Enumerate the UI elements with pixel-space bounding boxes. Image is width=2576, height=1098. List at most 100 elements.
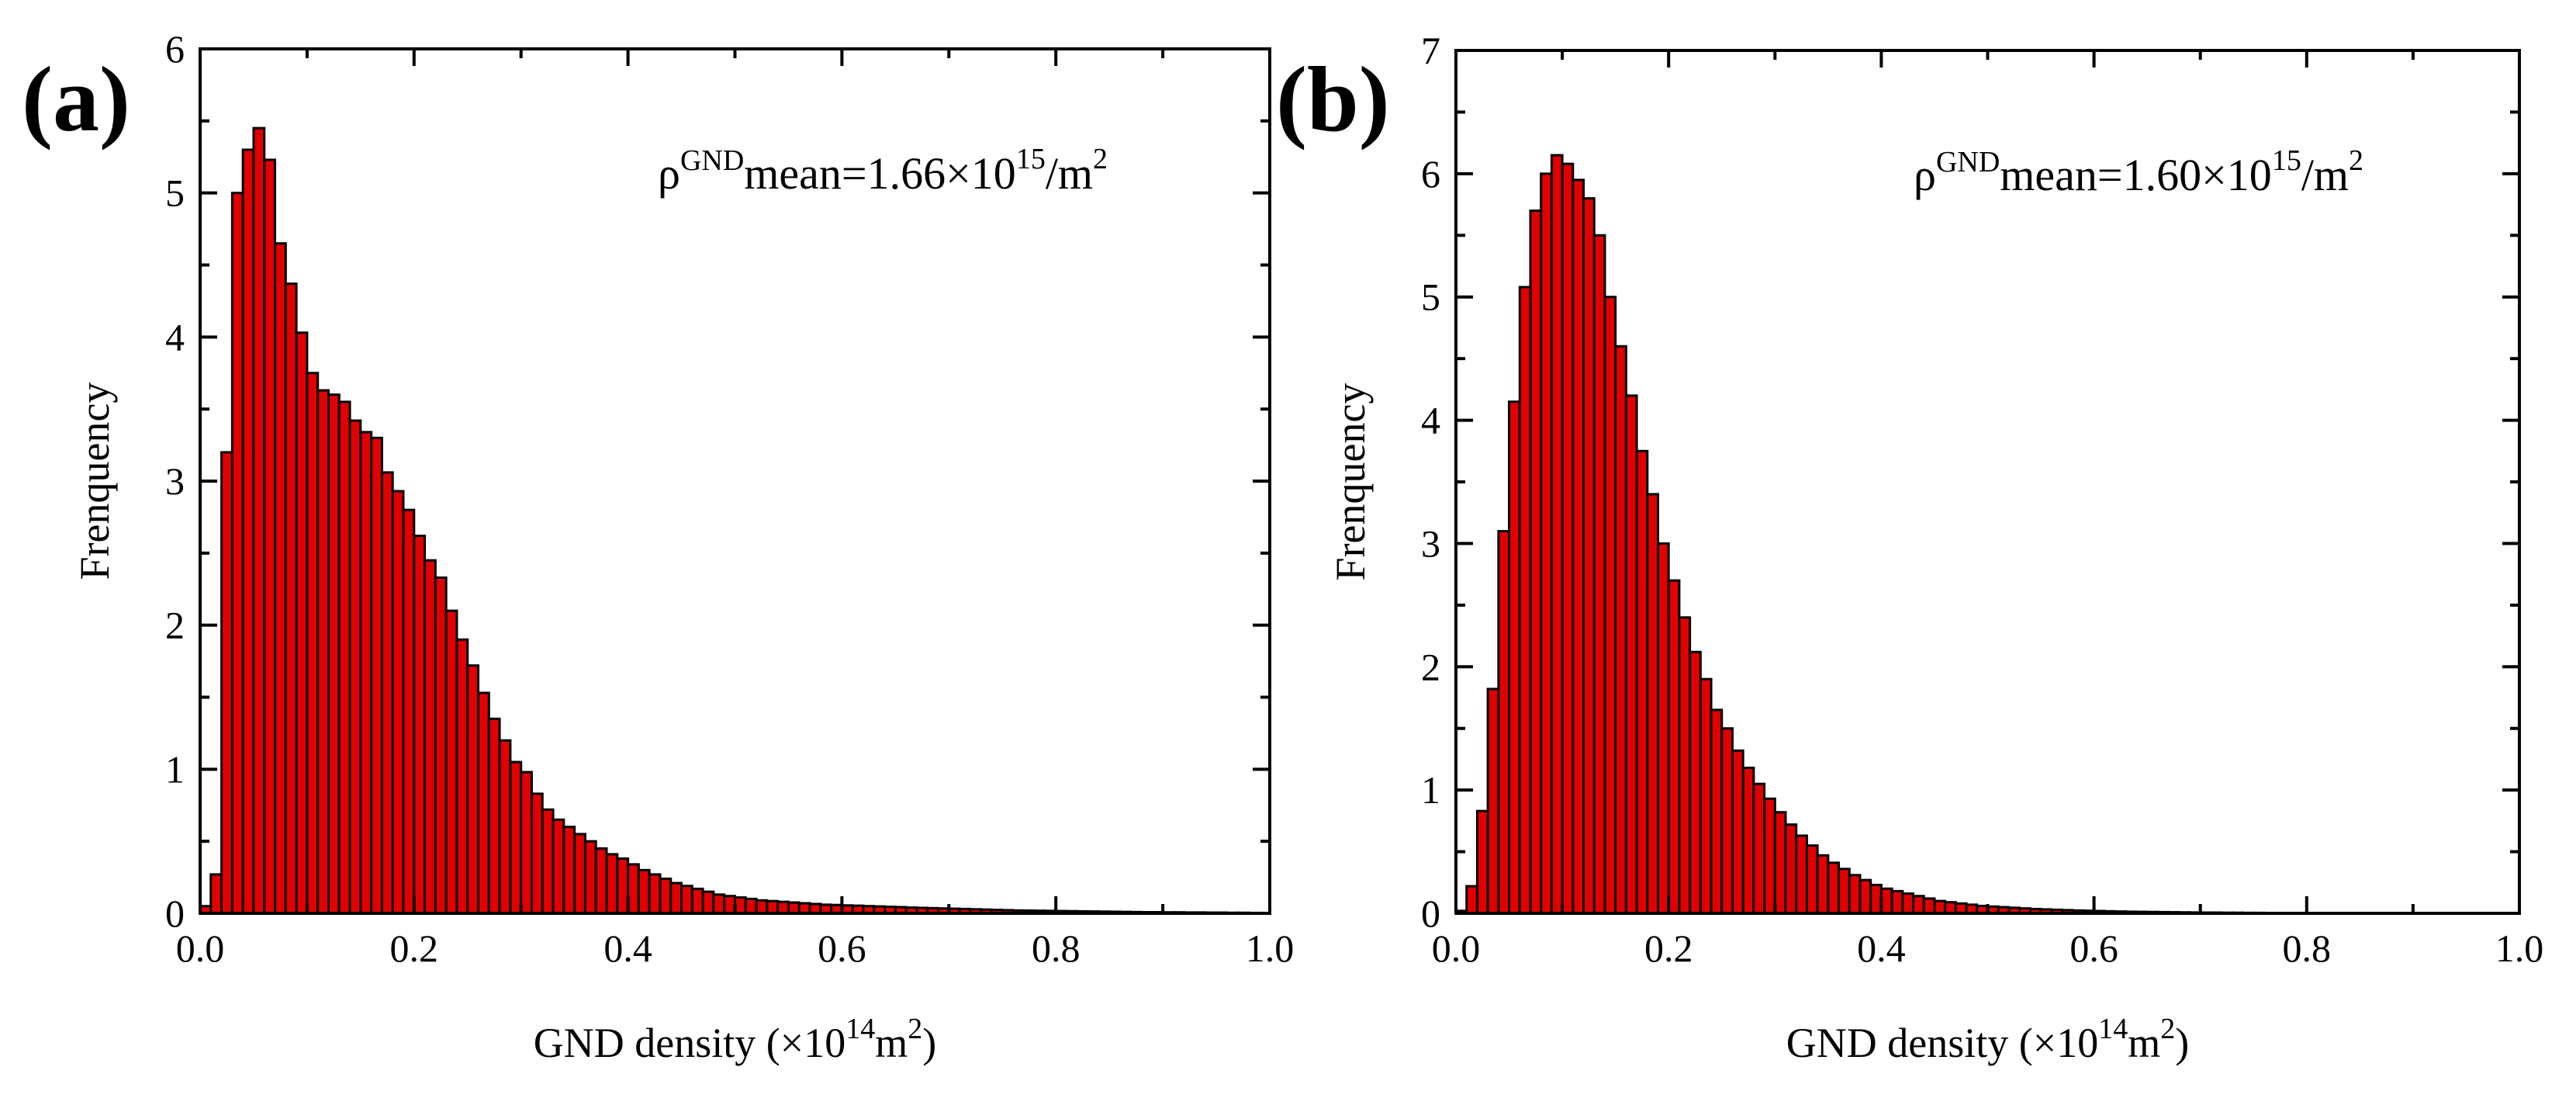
annotation-sup: GND xyxy=(680,144,744,177)
annotation-sup: GND xyxy=(1936,146,2000,178)
annotation-unit-exp: 2 xyxy=(2349,144,2363,177)
histogram-bar xyxy=(274,242,287,915)
histogram-bar xyxy=(230,192,244,915)
annotation-unit: /m xyxy=(1046,148,1093,199)
x-axis-title-close: ) xyxy=(922,1020,936,1066)
histogram-bar xyxy=(1752,782,1766,915)
histogram-bar xyxy=(1741,767,1755,915)
histogram-bar xyxy=(1561,162,1575,915)
histogram-bar xyxy=(1689,650,1702,915)
histogram-bar xyxy=(594,847,608,915)
histogram-bars xyxy=(1454,154,2521,915)
histogram-bar xyxy=(1795,834,1808,915)
histogram-bar xyxy=(1933,899,1947,915)
histogram-bar xyxy=(776,900,790,915)
histogram-bar xyxy=(734,896,747,915)
histogram-bar xyxy=(327,393,341,915)
y-tick-label: 0 xyxy=(165,892,185,935)
histogram-bar xyxy=(1486,688,1500,915)
x-axis-title-text: GND density (×10 xyxy=(1786,1020,2098,1066)
mean-annotation: ρGNDmean=1.66×1015/m2 xyxy=(658,143,1108,199)
panel-label: (a) xyxy=(22,47,130,151)
histogram-bar xyxy=(1678,616,1692,915)
x-tick-label: 0.0 xyxy=(176,927,225,970)
histogram-bars xyxy=(199,126,1271,915)
histogram-bar xyxy=(424,559,437,915)
y-tick-label: 6 xyxy=(165,27,185,71)
x-tick-label: 0.4 xyxy=(603,927,652,970)
histogram-bar xyxy=(573,833,586,915)
histogram-bar xyxy=(455,638,469,915)
histogram-bar xyxy=(391,490,405,915)
histogram-bar xyxy=(1475,809,1489,915)
x-tick-label: 1.0 xyxy=(2495,927,2544,970)
histogram-bar xyxy=(1614,345,1627,915)
x-tick-label: 0.8 xyxy=(2283,927,2332,970)
y-tick-label: 3 xyxy=(165,459,185,503)
histogram-bar xyxy=(487,717,501,915)
histogram-bar xyxy=(209,873,223,915)
x-tick-label: 0.6 xyxy=(2069,927,2118,970)
histogram-bar xyxy=(1879,887,1893,915)
histogram-bar xyxy=(1720,727,1734,915)
y-tick-label: 7 xyxy=(1421,29,1440,72)
histogram-bar xyxy=(1827,861,1841,915)
histogram-bar xyxy=(1582,197,1596,915)
histogram-bar xyxy=(477,691,490,915)
histogram-bar xyxy=(766,899,780,915)
mean-annotation: ρGNDmean=1.60×1015/m2 xyxy=(1914,144,2363,200)
histogram-bar xyxy=(1901,892,1915,915)
x-tick-label: 0.2 xyxy=(1644,927,1693,970)
y-tick-label: 3 xyxy=(1421,521,1440,565)
histogram-bar xyxy=(1624,394,1638,915)
histogram-bar xyxy=(787,901,800,915)
histogram-bar xyxy=(1518,286,1532,915)
y-tick-label: 2 xyxy=(1421,645,1440,688)
histogram-bar xyxy=(1497,530,1511,915)
histogram-bar xyxy=(659,877,673,915)
x-tick-label: 1.0 xyxy=(1246,927,1295,970)
histogram-bar xyxy=(316,389,330,915)
histogram-bar xyxy=(434,576,448,915)
histogram-bar xyxy=(648,873,662,915)
histogram-bar xyxy=(337,400,351,915)
histogram-bar xyxy=(690,887,704,915)
histogram-bar xyxy=(413,535,427,915)
histogram-bar xyxy=(1944,901,1957,915)
y-tick-label: 4 xyxy=(1421,399,1440,442)
histogram-bar xyxy=(1848,874,1862,915)
histogram-bar xyxy=(755,899,769,915)
histogram-bar xyxy=(1465,885,1478,915)
histogram-bar xyxy=(583,840,597,915)
histogram-bar xyxy=(712,893,726,915)
annotation-exp: 15 xyxy=(2272,144,2301,177)
y-tick-label: 0 xyxy=(1421,892,1440,935)
histogram-bar xyxy=(284,282,298,915)
y-tick-label: 4 xyxy=(165,315,185,358)
histogram-bar xyxy=(1912,895,1925,915)
histogram-bar xyxy=(1603,296,1617,915)
histogram-bar xyxy=(541,808,555,915)
x-axis-title-close: ) xyxy=(2175,1020,2189,1066)
histogram-bar xyxy=(295,331,309,915)
histogram-bar xyxy=(370,436,383,915)
histogram-bar xyxy=(520,771,533,915)
histogram-bar xyxy=(1838,868,1851,915)
histogram-bar xyxy=(680,885,693,915)
y-tick-label: 6 xyxy=(1421,152,1440,196)
x-tick-label: 0.2 xyxy=(390,927,439,970)
chart-panel-a: 0.0 0.2 0.4 0.6 0.8 1.0 0 1 2 3 4 5 6 Frenquency GND d… xyxy=(22,27,1294,1066)
histogram-bar xyxy=(402,508,416,915)
histogram-bar xyxy=(498,739,512,915)
histogram-bar xyxy=(562,826,576,915)
histogram-bar xyxy=(616,857,630,915)
annotation-rho: ρ xyxy=(658,148,680,199)
x-axis-title-unit-exp: 2 xyxy=(908,1013,922,1045)
x-tick-label: 0.0 xyxy=(1432,927,1481,970)
histogram-bar xyxy=(552,818,565,915)
histogram-bar xyxy=(1890,889,1904,915)
y-axis-title: Frenquency xyxy=(1327,383,1374,581)
histogram-bar xyxy=(1816,854,1830,915)
histogram-bar xyxy=(627,863,640,915)
